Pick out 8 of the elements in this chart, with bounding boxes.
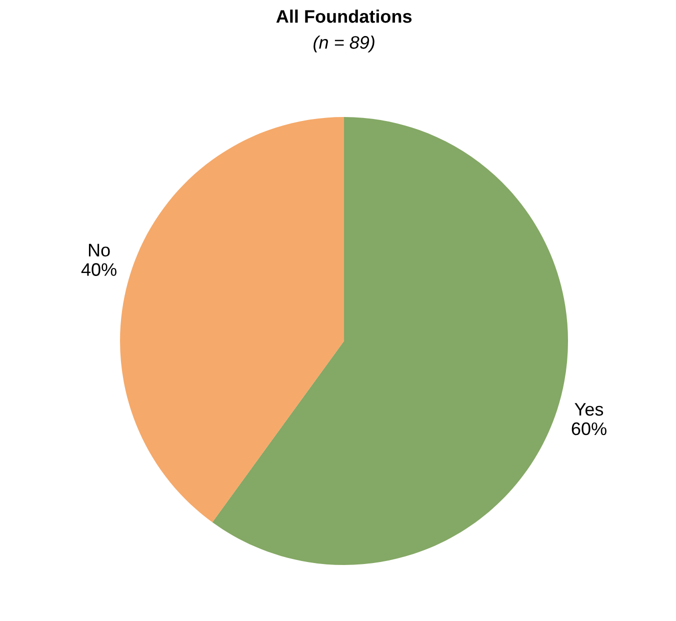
chart-title: All Foundations xyxy=(276,10,412,23)
slice-label: Yes xyxy=(574,403,604,416)
pie-slice xyxy=(120,117,344,522)
slice-label: No xyxy=(88,244,110,257)
data-label: 40% xyxy=(81,263,116,276)
chart-subtitle: (n = 89) xyxy=(314,36,374,52)
pie-slice xyxy=(212,117,568,565)
data-label: 60% xyxy=(572,422,606,436)
